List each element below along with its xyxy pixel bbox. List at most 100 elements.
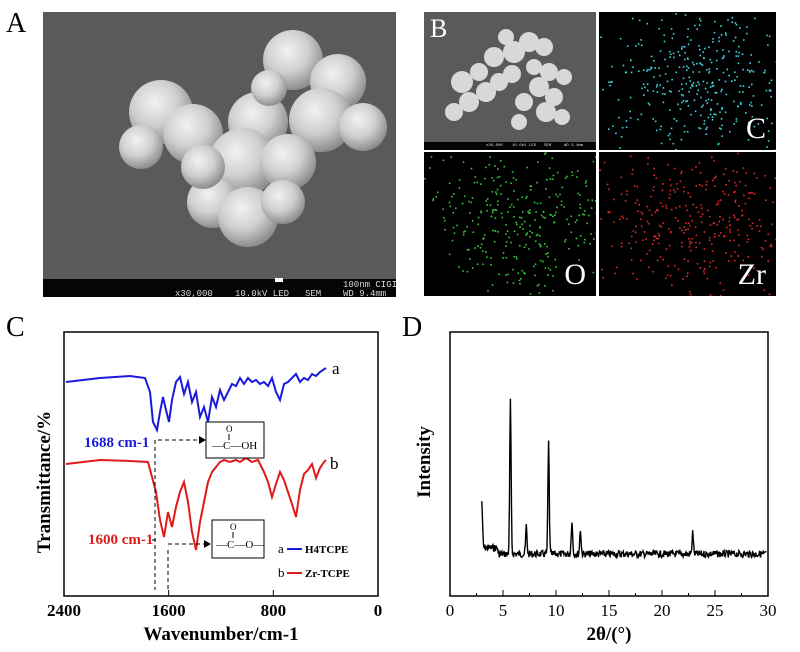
map-dot	[515, 221, 518, 224]
map-dot	[668, 197, 671, 199]
map-dot	[510, 203, 513, 206]
map-dot	[452, 211, 454, 214]
map-dot	[574, 221, 577, 224]
map-dot	[703, 260, 706, 263]
map-dot	[578, 214, 580, 217]
map-dot	[644, 86, 646, 89]
map-dot	[488, 164, 491, 166]
map-dot	[689, 293, 692, 296]
map-dot	[660, 225, 663, 228]
map-dot	[694, 24, 696, 27]
map-dot	[523, 271, 525, 274]
ftir-chart: 2400 1600 800 0 Transmittance/% Wavenumber/…	[34, 331, 382, 645]
map-dot	[683, 258, 686, 260]
map-dot	[682, 94, 684, 97]
map-dot	[775, 238, 776, 240]
map-dot	[663, 40, 666, 43]
map-dot	[484, 177, 486, 180]
map-dot	[687, 228, 689, 230]
map-dot	[712, 84, 715, 87]
map-dot	[765, 199, 767, 201]
map-dot	[698, 162, 701, 164]
map-dot	[513, 255, 515, 258]
map-dot	[618, 116, 620, 119]
map-dot	[494, 217, 497, 219]
map-dot	[646, 253, 648, 255]
map-dot	[495, 209, 498, 212]
map-dot	[750, 101, 752, 104]
map-dot	[479, 246, 482, 249]
map-dot	[723, 235, 725, 238]
map-dot	[669, 138, 671, 141]
map-dot	[664, 73, 667, 75]
map-dot	[735, 120, 738, 123]
map-dot	[683, 125, 686, 127]
map-dot	[691, 237, 693, 240]
map-dot	[752, 264, 755, 266]
map-dot	[682, 100, 685, 102]
map-dot	[656, 259, 659, 262]
map-dot	[701, 64, 704, 66]
ftir-annotation-1688: 1688 cm-1	[84, 435, 149, 451]
map-dot	[632, 66, 634, 68]
map-dot	[653, 235, 655, 238]
map-dot	[538, 283, 540, 286]
map-dot	[508, 236, 510, 239]
map-dot	[637, 210, 639, 212]
map-dot	[442, 208, 444, 210]
map-dot	[665, 207, 668, 209]
map-dot	[469, 258, 471, 260]
map-dot	[764, 174, 766, 177]
sem-particles-b	[445, 29, 572, 130]
map-dot	[728, 74, 730, 77]
map-dot	[691, 84, 693, 86]
map-dot	[650, 55, 653, 58]
map-dot	[636, 278, 638, 280]
map-dot	[719, 127, 721, 129]
map-dot	[706, 126, 708, 129]
map-dot	[521, 269, 523, 272]
map-dot	[505, 241, 508, 243]
ftir-x-axis-label: Wavenumber/cm-1	[143, 624, 298, 645]
map-dot	[695, 246, 697, 249]
ftir-x-tick-label: 800	[261, 601, 287, 620]
map-dot	[669, 189, 672, 192]
map-dot	[577, 192, 579, 195]
map-dot	[658, 233, 660, 235]
map-dot	[612, 125, 614, 127]
map-dot	[435, 196, 438, 198]
map-dot	[670, 184, 672, 187]
map-dot	[747, 238, 750, 240]
map-dot	[629, 110, 631, 113]
map-dot	[689, 215, 691, 217]
map-dot	[490, 257, 492, 259]
map-dot	[705, 180, 708, 183]
map-dot	[746, 26, 748, 28]
map-dot	[728, 50, 730, 53]
map-dot	[500, 212, 503, 215]
map-dot	[722, 56, 725, 59]
map-dot	[576, 170, 579, 172]
map-dot	[442, 159, 445, 162]
map-dot	[619, 147, 621, 149]
map-dot	[667, 265, 670, 267]
map-dot	[556, 195, 559, 198]
map-dot	[728, 220, 731, 223]
map-dot	[621, 126, 624, 129]
map-dot	[453, 193, 455, 195]
map-dot	[522, 228, 524, 230]
map-label-oxygen: O	[564, 258, 586, 291]
map-dot	[586, 222, 588, 225]
map-dot	[583, 213, 586, 216]
map-dot	[579, 203, 581, 206]
map-dot	[534, 219, 536, 221]
map-dot	[751, 222, 754, 224]
map-dot	[746, 241, 749, 243]
map-dot	[721, 124, 723, 127]
map-dot	[747, 121, 750, 124]
map-dot	[611, 245, 613, 248]
map-dot	[544, 152, 547, 154]
map-dot	[685, 204, 687, 207]
map-dot	[688, 76, 691, 79]
carboxylic-acid-structure: —C—OH	[211, 440, 257, 452]
